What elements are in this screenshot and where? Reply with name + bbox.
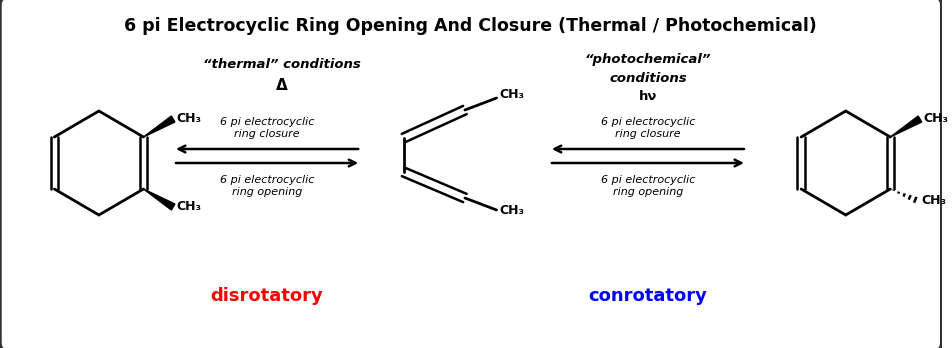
Text: conrotatory: conrotatory: [588, 287, 707, 305]
Polygon shape: [144, 116, 175, 137]
Text: 6 pi electrocyclic
ring opening: 6 pi electrocyclic ring opening: [601, 175, 695, 197]
Text: conditions: conditions: [609, 71, 686, 85]
Polygon shape: [144, 189, 175, 210]
Text: 6 pi electrocyclic
ring closure: 6 pi electrocyclic ring closure: [601, 117, 695, 139]
Text: 6 pi Electrocyclic Ring Opening And Closure (Thermal / Photochemical): 6 pi Electrocyclic Ring Opening And Clos…: [125, 17, 817, 35]
Text: Δ: Δ: [276, 78, 288, 93]
Text: CH₃: CH₃: [921, 195, 946, 207]
Text: “thermal” conditions: “thermal” conditions: [203, 58, 361, 71]
Polygon shape: [890, 116, 922, 137]
Text: CH₃: CH₃: [176, 112, 201, 126]
Text: CH₃: CH₃: [922, 112, 948, 126]
Text: 6 pi electrocyclic
ring opening: 6 pi electrocyclic ring opening: [220, 175, 314, 197]
Text: CH₃: CH₃: [500, 204, 525, 216]
Text: 6 pi electrocyclic
ring closure: 6 pi electrocyclic ring closure: [220, 117, 314, 139]
Text: CH₃: CH₃: [500, 88, 525, 102]
Text: hν: hν: [639, 90, 657, 103]
Text: CH₃: CH₃: [176, 200, 201, 214]
Text: disrotatory: disrotatory: [210, 287, 324, 305]
Text: “photochemical”: “photochemical”: [585, 54, 711, 66]
